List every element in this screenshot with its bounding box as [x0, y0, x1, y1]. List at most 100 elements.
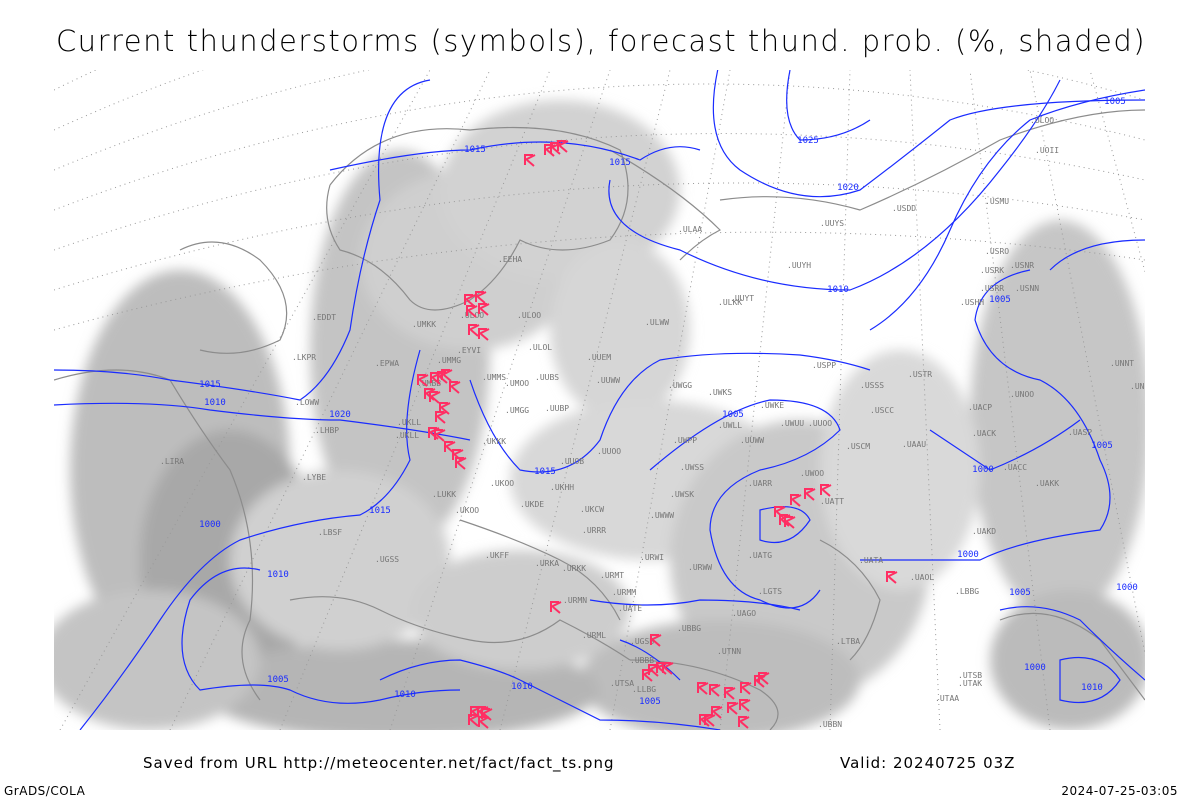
station-label: .UBBG: [677, 624, 701, 633]
station-label: .ULAA: [678, 225, 702, 234]
station-label: .LTBA: [836, 637, 860, 646]
station-label: .ULOO: [1030, 116, 1054, 125]
station-label: .UATE: [618, 604, 642, 613]
thunderstorm-symbol-icon: [650, 634, 662, 647]
meridian: [1089, 70, 1145, 274]
shaded-area: [54, 590, 260, 730]
station-label: .LBSF: [318, 528, 342, 537]
station-label: .USHH: [960, 298, 984, 307]
station-label: .URMM: [612, 588, 636, 597]
isobar: [519, 679, 721, 730]
station-label: .UUWW: [740, 436, 764, 445]
station-label: .UUEM: [587, 353, 611, 362]
thunderstorm-glyph: [557, 140, 569, 153]
thunderstorm-symbol-icon: [441, 369, 453, 382]
station-label: .UAKK: [1035, 479, 1059, 488]
station-label: .UACC: [1003, 463, 1027, 472]
station-label: .UAAU: [902, 440, 926, 449]
meridian: [609, 70, 731, 730]
thunderstorm-glyph: [650, 634, 662, 647]
station-label: .UNOO: [1010, 390, 1034, 399]
station-label: .UASP: [1068, 428, 1092, 437]
station-label: .UWLL: [718, 421, 742, 430]
station-label: .USDD: [892, 204, 916, 213]
thunderstorm-glyph: [417, 374, 429, 387]
shaded-area: [550, 240, 690, 420]
station-label: .LKPR: [292, 353, 316, 362]
station-label: .UMBB: [417, 379, 441, 388]
thunderstorm-symbol-icon: [699, 714, 711, 727]
thunderstorm-symbol-icon: [642, 669, 654, 682]
station-label: .UKCW: [580, 505, 604, 514]
thunderstorm-glyph: [709, 684, 721, 697]
station-label: .LIRA: [160, 457, 184, 466]
thunderstorm-symbol-icon: [784, 516, 796, 529]
station-label: .UATG: [748, 551, 772, 560]
station-label: .UWOO: [800, 469, 824, 478]
station-label: .UAGO: [732, 609, 756, 618]
thunderstorm-glyph: [699, 714, 711, 727]
isobar-label: 1005: [722, 410, 744, 420]
station-label: .UUOO: [808, 419, 832, 428]
station-label: .USRK: [980, 266, 1004, 275]
station-label: .UWWW: [650, 511, 674, 520]
shaded-area: [990, 590, 1145, 730]
coastline: [326, 126, 629, 311]
station-label: .URWI: [640, 553, 664, 562]
meridian: [829, 70, 851, 730]
station-label: .UWKE: [760, 401, 784, 410]
probability-shading: [54, 100, 1145, 730]
meridian: [59, 70, 431, 730]
station-label: .UKLL: [397, 418, 421, 427]
thunderstorm-glyph: [784, 516, 796, 529]
thunderstorm-glyph: [697, 682, 709, 695]
thunderstorm-glyph: [886, 571, 898, 584]
station-label: .URML: [582, 631, 606, 640]
station-label: .UATA: [859, 556, 883, 565]
thunderstorm-symbol-icon: [524, 154, 536, 167]
isobar-label: 1000: [199, 520, 221, 530]
station-label: .ULOO: [460, 311, 484, 320]
thunderstorm-symbol-icon: [435, 411, 447, 424]
station-label: .USTR: [908, 370, 932, 379]
coastline: [54, 369, 261, 701]
station-label: .URKK: [562, 564, 586, 573]
station-label: .ULOO: [517, 311, 541, 320]
thunderstorm-symbol-icon: [478, 328, 490, 341]
station-label: .LOWW: [295, 398, 319, 407]
thunderstorm-symbol-icon: [662, 662, 674, 675]
parallel: [54, 70, 98, 91]
coastline: [179, 241, 288, 354]
map-title: Current thunderstorms (symbols), forecas…: [55, 24, 1147, 58]
isobar-label: 1010: [267, 570, 289, 580]
isobar-label: 1015: [369, 506, 391, 516]
thunderstorm-symbol-icon: [478, 716, 490, 729]
isobar-label: 1000: [1116, 583, 1138, 593]
valid-time: Valid: 20240725 03Z: [840, 754, 1016, 772]
thunderstorm-glyph: [478, 716, 490, 729]
isobar: [469, 352, 871, 473]
thunderstorm-symbol-icon: [711, 706, 723, 719]
meridian: [389, 70, 611, 730]
isobar-label: 1015: [464, 145, 486, 155]
shaded-area: [820, 350, 980, 590]
thunderstorm-symbol-icon: [739, 699, 751, 712]
station-label: .UUBS: [535, 373, 559, 382]
station-label: .USNR: [1010, 261, 1034, 270]
isobar-label: 1010: [204, 398, 226, 408]
station-labels: .ULOO .UOII .ULOO .USDD .UUYS .ULAA .USMU .UUYH…: [160, 116, 1154, 729]
isobar-label: 1005: [989, 295, 1011, 305]
thunderstorm-symbol-icon: [550, 142, 562, 155]
meridian: [909, 70, 941, 730]
station-label: .USRO: [985, 247, 1009, 256]
coastline: [819, 539, 881, 661]
station-label: .USMU: [985, 197, 1009, 206]
meridian: [499, 70, 671, 730]
isobar: [379, 659, 521, 681]
isobar-label: 1005: [1091, 441, 1113, 451]
station-label: .UNBB: [1130, 382, 1154, 391]
station-label: .EEHA: [498, 255, 522, 264]
isobar: [1059, 656, 1121, 704]
thunderstorm-symbol-icon: [455, 457, 467, 470]
